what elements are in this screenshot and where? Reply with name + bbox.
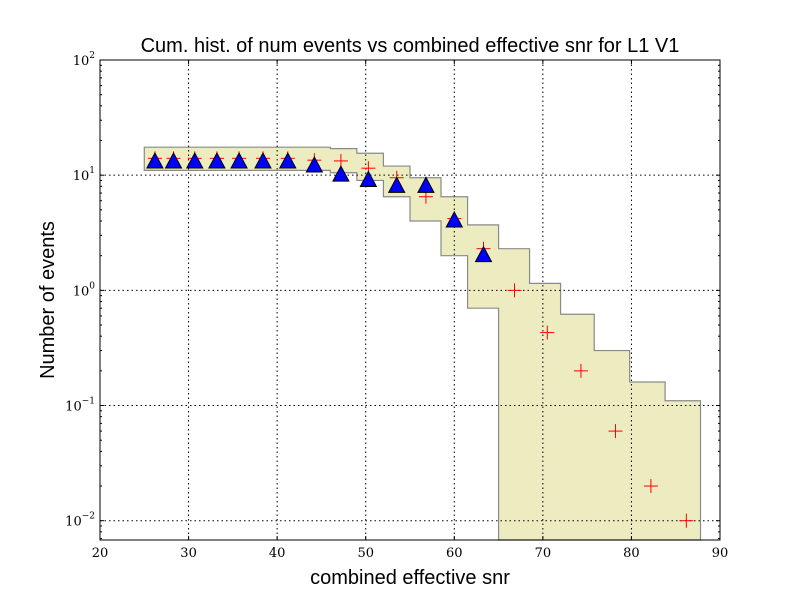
triangle-marker [332,165,350,182]
triangle-marker [387,176,406,193]
y-tick-label: 102 [73,51,95,69]
plus-marker [540,325,555,340]
plus-marker [507,283,522,298]
y-tick-label: 10−1 [65,397,95,415]
y-axis-label: Number of events [37,221,59,379]
plot-area [100,60,720,541]
triangle-marker [417,176,435,193]
x-tick-label: 20 [92,546,109,561]
plus-marker [643,479,658,494]
triangle-marker [146,151,164,169]
x-tick-label: 80 [623,546,640,561]
triangle-marker [185,151,204,169]
chart-title: Cum. hist. of num events vs combined eff… [141,35,680,57]
x-tick-label: 60 [446,546,463,561]
x-axis-label: combined effective snr [310,567,510,589]
y-tick-label: 101 [73,166,95,184]
y-tick-label: 10−2 [65,512,95,530]
band-region [143,146,702,541]
plus-marker [608,424,623,439]
triangle-marker [254,151,272,169]
x-tick-label: 70 [535,546,552,561]
axes-frame [99,59,721,541]
triangle-marker [474,245,493,263]
plus-marker [573,363,588,378]
x-tick-label: 30 [180,546,197,561]
triangle-marker [230,151,248,169]
triangle-marker [208,151,226,169]
triangle-marker [359,170,378,187]
triangle-marker [278,151,297,169]
x-tick-label: 90 [712,546,729,561]
plus-marker [679,513,694,528]
triangle-marker [445,210,464,228]
triangle-marker [305,155,324,173]
y-tick-label: 100 [73,281,96,299]
x-tick-label: 50 [357,546,374,561]
triangle-marker [164,151,183,169]
tick-layer: 20 30 40 50 60 70 80 90 102 101 100 10−1 10−2 [65,51,728,561]
x-tick-label: 40 [269,546,286,561]
